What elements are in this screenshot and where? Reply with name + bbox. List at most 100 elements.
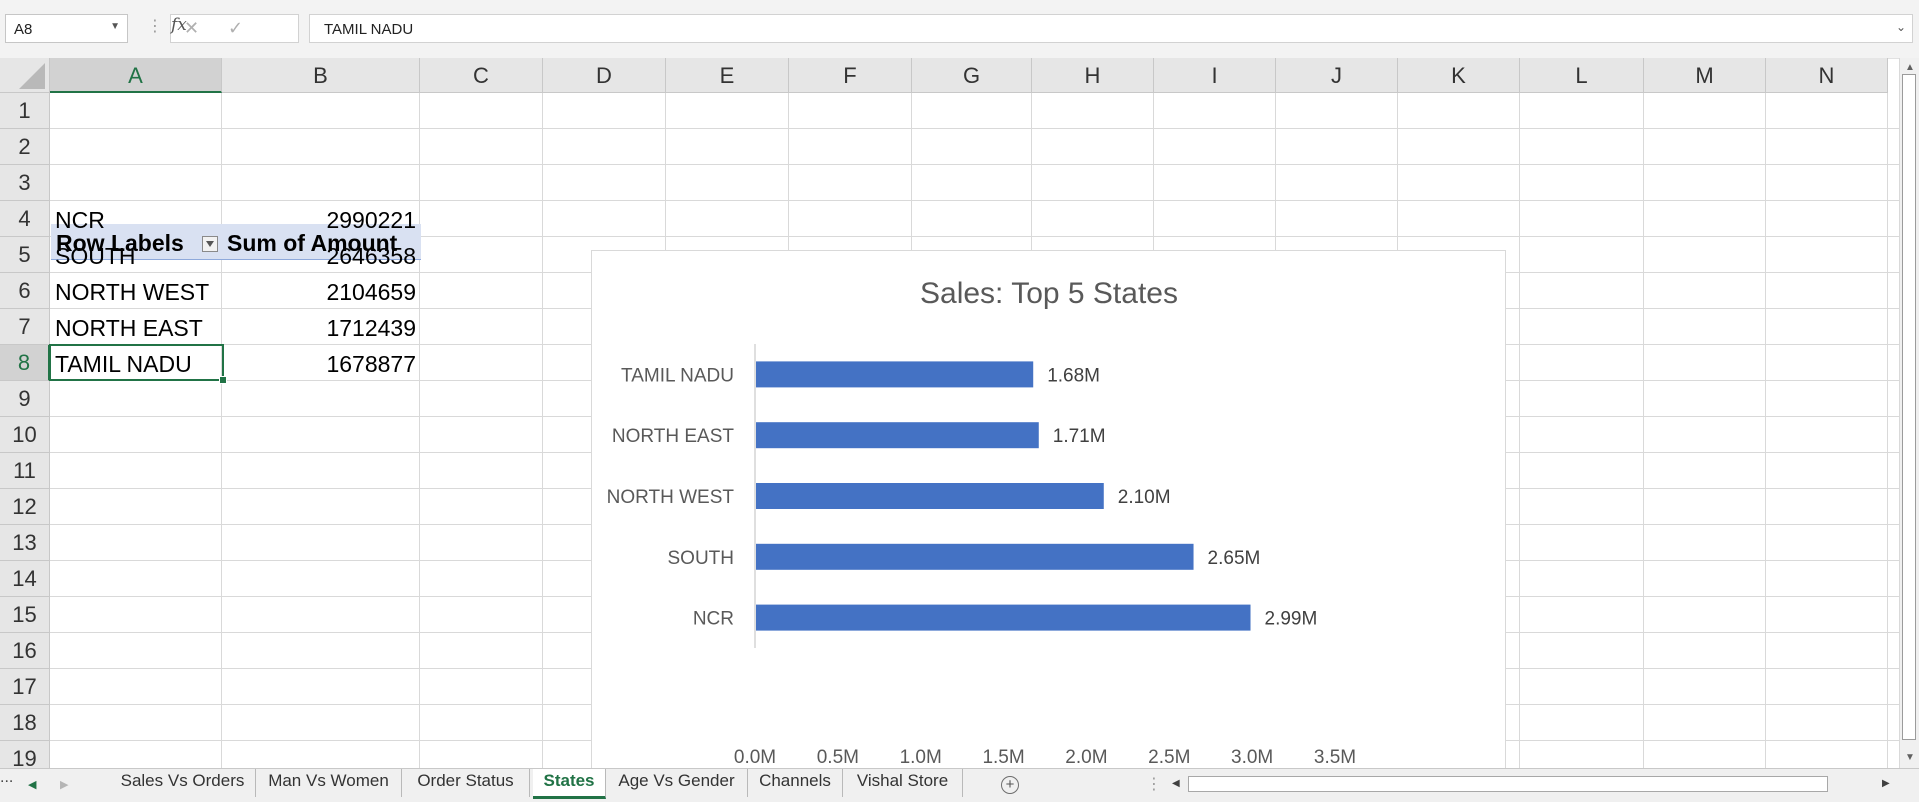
- formula-bar: A8 ▼ ⋮ ✕ ✓ fx TAMIL NADU ⌄: [0, 0, 1919, 59]
- pivot-row-label[interactable]: NORTH WEST: [55, 279, 210, 305]
- y-tick-label: NORTH WEST: [607, 487, 735, 508]
- scroll-down-arrow-icon[interactable]: ▼: [1905, 752, 1915, 763]
- column-header-m[interactable]: M: [1644, 58, 1766, 93]
- row-header-11[interactable]: 11: [0, 453, 50, 489]
- gridline-vertical: [542, 93, 543, 768]
- row-header-4[interactable]: 4: [0, 201, 50, 237]
- plus-icon[interactable]: +: [1001, 776, 1019, 794]
- close-icon[interactable]: ✕: [184, 18, 200, 38]
- column-header-f[interactable]: F: [789, 58, 912, 93]
- sheet-tab-vishal-store[interactable]: Vishal Store: [843, 769, 963, 797]
- row-header-3[interactable]: 3: [0, 165, 50, 201]
- row-header-7[interactable]: 7: [0, 309, 50, 345]
- sheet-tab-states[interactable]: States: [533, 769, 606, 799]
- filter-dropdown-icon[interactable]: [202, 236, 218, 252]
- tab-splitter-handle[interactable]: ⋮: [1146, 776, 1162, 793]
- more-sheets-button[interactable]: ...: [0, 769, 14, 786]
- column-header-b[interactable]: B: [222, 58, 420, 93]
- row-header-10[interactable]: 10: [0, 417, 50, 453]
- row-header-14[interactable]: 14: [0, 561, 50, 597]
- column-header-h[interactable]: H: [1032, 58, 1154, 93]
- x-tick-label: 3.5M: [1314, 747, 1356, 768]
- pivot-row-value[interactable]: 1712439: [326, 315, 416, 341]
- pivot-row-label[interactable]: NCR: [55, 207, 105, 233]
- scroll-tabs-left-icon[interactable]: ◀: [28, 779, 37, 791]
- column-header-c[interactable]: C: [420, 58, 543, 93]
- x-tick-label: 0.0M: [734, 747, 776, 768]
- column-header-e[interactable]: E: [666, 58, 789, 93]
- row-header-17[interactable]: 17: [0, 669, 50, 705]
- row-header-9[interactable]: 9: [0, 381, 50, 417]
- bar-north-east[interactable]: [756, 422, 1039, 449]
- pivot-row-value[interactable]: 2646358: [326, 243, 416, 269]
- pivot-row-value[interactable]: 1678877: [326, 351, 416, 377]
- row-header-12[interactable]: 12: [0, 489, 50, 525]
- gridline-horizontal: [50, 236, 1899, 237]
- scroll-tabs-right-icon[interactable]: ▶: [60, 779, 69, 791]
- pivot-header-row-labels[interactable]: Row Labels: [56, 230, 184, 256]
- column-header-g[interactable]: G: [912, 58, 1032, 93]
- select-all-button[interactable]: [0, 58, 50, 93]
- bar-ncr[interactable]: [756, 604, 1251, 631]
- column-header-a[interactable]: A: [50, 58, 222, 93]
- row-header-13[interactable]: 13: [0, 525, 50, 561]
- bar-chart[interactable]: Sales: Top 5 States TAMIL NADU 1.68M NORTH…: [591, 250, 1506, 768]
- bar-tamil-nadu[interactable]: [756, 361, 1034, 388]
- sheet-tab-channels[interactable]: Channels: [748, 769, 843, 797]
- chart-canvas: Sales: Top 5 States TAMIL NADU 1.68M NORTH…: [607, 277, 1357, 768]
- scroll-up-arrow-icon[interactable]: ▲: [1905, 62, 1915, 73]
- chevron-down-icon[interactable]: ▼: [110, 21, 120, 32]
- column-header-i[interactable]: I: [1154, 58, 1276, 93]
- vertical-scroll-thumb[interactable]: [1902, 74, 1916, 740]
- horizontal-scrollbar[interactable]: ◀ ▶: [1168, 775, 1894, 793]
- y-tick-label: NCR: [693, 609, 734, 630]
- row-header-1[interactable]: 1: [0, 93, 50, 129]
- select-all-icon: [19, 63, 45, 89]
- bar-north-west[interactable]: [756, 483, 1104, 509]
- sheet-tab-sales-vs-orders[interactable]: Sales Vs Orders: [110, 769, 256, 797]
- vertical-scrollbar[interactable]: ▲ ▼: [1899, 58, 1919, 768]
- column-header-j[interactable]: J: [1276, 58, 1398, 93]
- sheet-tab-order-status[interactable]: Order Status: [402, 769, 530, 797]
- scroll-left-arrow-icon[interactable]: ◀: [1172, 778, 1180, 789]
- column-header-n[interactable]: N: [1766, 58, 1888, 93]
- row-header-18[interactable]: 18: [0, 705, 50, 741]
- pivot-row-value[interactable]: 2104659: [326, 279, 416, 305]
- scroll-right-arrow-icon[interactable]: ▶: [1882, 778, 1890, 789]
- column-header-l[interactable]: L: [1520, 58, 1644, 93]
- row-header-6[interactable]: 6: [0, 273, 50, 309]
- expand-formula-bar-icon[interactable]: ⌄: [1895, 20, 1906, 34]
- data-label: 2.65M: [1208, 548, 1261, 569]
- row-header-19[interactable]: 19: [0, 741, 50, 768]
- more-options-icon[interactable]: ⋮: [147, 18, 163, 35]
- row-header-5[interactable]: 5: [0, 237, 50, 273]
- fill-handle[interactable]: [219, 376, 227, 384]
- column-header-d[interactable]: D: [543, 58, 666, 93]
- pivot-row-label[interactable]: TAMIL NADU: [55, 351, 192, 377]
- pivot-row-label[interactable]: NORTH EAST: [55, 315, 203, 341]
- check-icon[interactable]: ✓: [228, 18, 244, 38]
- bar-south[interactable]: [756, 543, 1194, 570]
- gridline-vertical: [221, 93, 222, 768]
- column-header-k[interactable]: K: [1398, 58, 1520, 93]
- row-header-8[interactable]: 8: [0, 345, 50, 381]
- name-box[interactable]: A8 ▼: [5, 14, 128, 43]
- y-tick-label: NORTH EAST: [612, 426, 735, 447]
- x-tick-label: 1.5M: [982, 747, 1024, 768]
- pivot-header-sum-amount[interactable]: Sum of Amount: [227, 230, 398, 256]
- horizontal-scroll-thumb[interactable]: [1188, 776, 1828, 792]
- pivot-row-label[interactable]: SOUTH: [55, 243, 136, 269]
- formula-input[interactable]: TAMIL NADU ⌄: [309, 14, 1913, 43]
- chart-title: Sales: Top 5 States: [920, 277, 1178, 310]
- row-header-16[interactable]: 16: [0, 633, 50, 669]
- sheet-tab-man-vs-women[interactable]: Man Vs Women: [256, 769, 402, 797]
- x-tick-label: 1.0M: [900, 747, 942, 768]
- data-label: 2.10M: [1118, 487, 1171, 508]
- pivot-row-value[interactable]: 2990221: [326, 207, 416, 233]
- function-icon[interactable]: fx: [171, 15, 187, 35]
- row-header-15[interactable]: 15: [0, 597, 50, 633]
- pivot-header-row: Row Labels Sum of Amount: [51, 224, 421, 260]
- row-header-2[interactable]: 2: [0, 129, 50, 165]
- sheet-tab-age-vs-gender[interactable]: Age Vs Gender: [606, 769, 748, 797]
